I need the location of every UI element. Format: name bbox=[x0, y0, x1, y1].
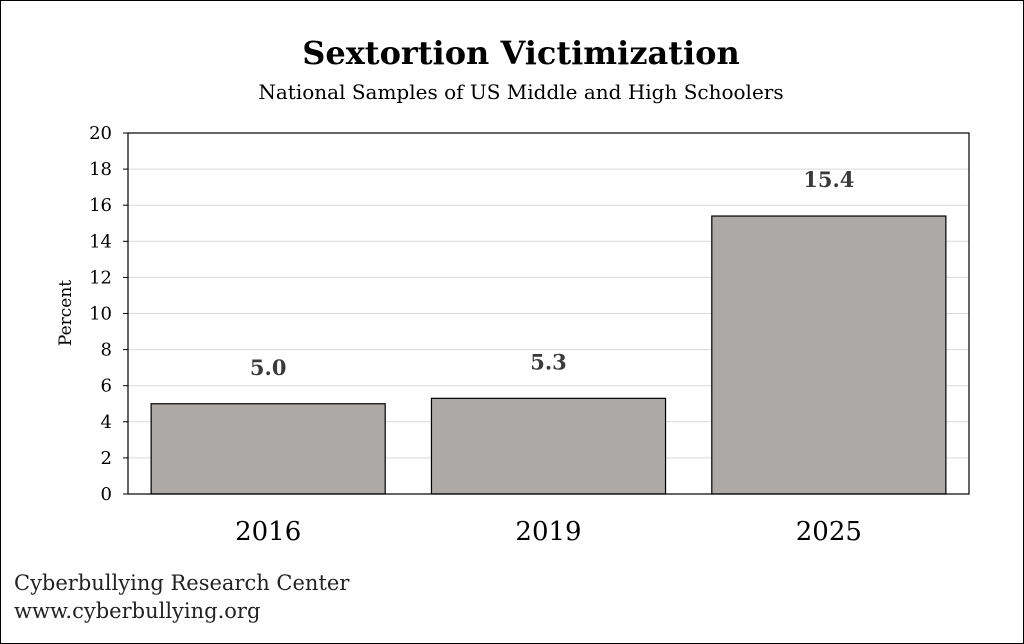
data-labels: 5.0 5.3 15.4 bbox=[250, 167, 855, 380]
y-tick-label: 12 bbox=[89, 267, 112, 288]
y-tick-label: 0 bbox=[101, 484, 112, 505]
x-tick-label: 2016 bbox=[235, 517, 301, 547]
y-tick-label: 14 bbox=[89, 231, 112, 252]
y-tick-label: 18 bbox=[89, 159, 112, 180]
data-label-2025: 15.4 bbox=[803, 167, 854, 192]
data-label-2016: 5.0 bbox=[250, 355, 287, 380]
bar-2019 bbox=[430, 397, 667, 495]
y-tick-label: 2 bbox=[101, 448, 112, 469]
y-tick-label: 4 bbox=[101, 412, 112, 433]
y-axis-ticks: 0 2 4 6 8 10 12 14 16 18 20 bbox=[89, 123, 128, 505]
y-tick-label: 10 bbox=[89, 304, 112, 325]
x-axis-ticks: 2016 2019 2025 bbox=[235, 517, 862, 547]
chart-subtitle: National Samples of US Middle and High S… bbox=[258, 80, 783, 104]
bar-2025 bbox=[711, 215, 947, 495]
bars bbox=[150, 215, 947, 495]
bar-2016 bbox=[150, 403, 386, 495]
footer-website[interactable]: www.cyberbullying.org bbox=[14, 599, 261, 623]
y-tick-label: 16 bbox=[89, 195, 112, 216]
y-axis-label: Percent bbox=[56, 280, 76, 346]
y-tick-label: 20 bbox=[89, 123, 112, 144]
y-tick-label: 8 bbox=[101, 340, 112, 361]
x-tick-label: 2025 bbox=[796, 517, 862, 547]
footer-organization: Cyberbullying Research Center bbox=[14, 571, 350, 595]
data-label-2019: 5.3 bbox=[530, 349, 567, 374]
x-tick-label: 2019 bbox=[515, 517, 581, 547]
y-tick-label: 6 bbox=[101, 376, 112, 397]
chart-title: Sextortion Victimization bbox=[302, 34, 740, 72]
